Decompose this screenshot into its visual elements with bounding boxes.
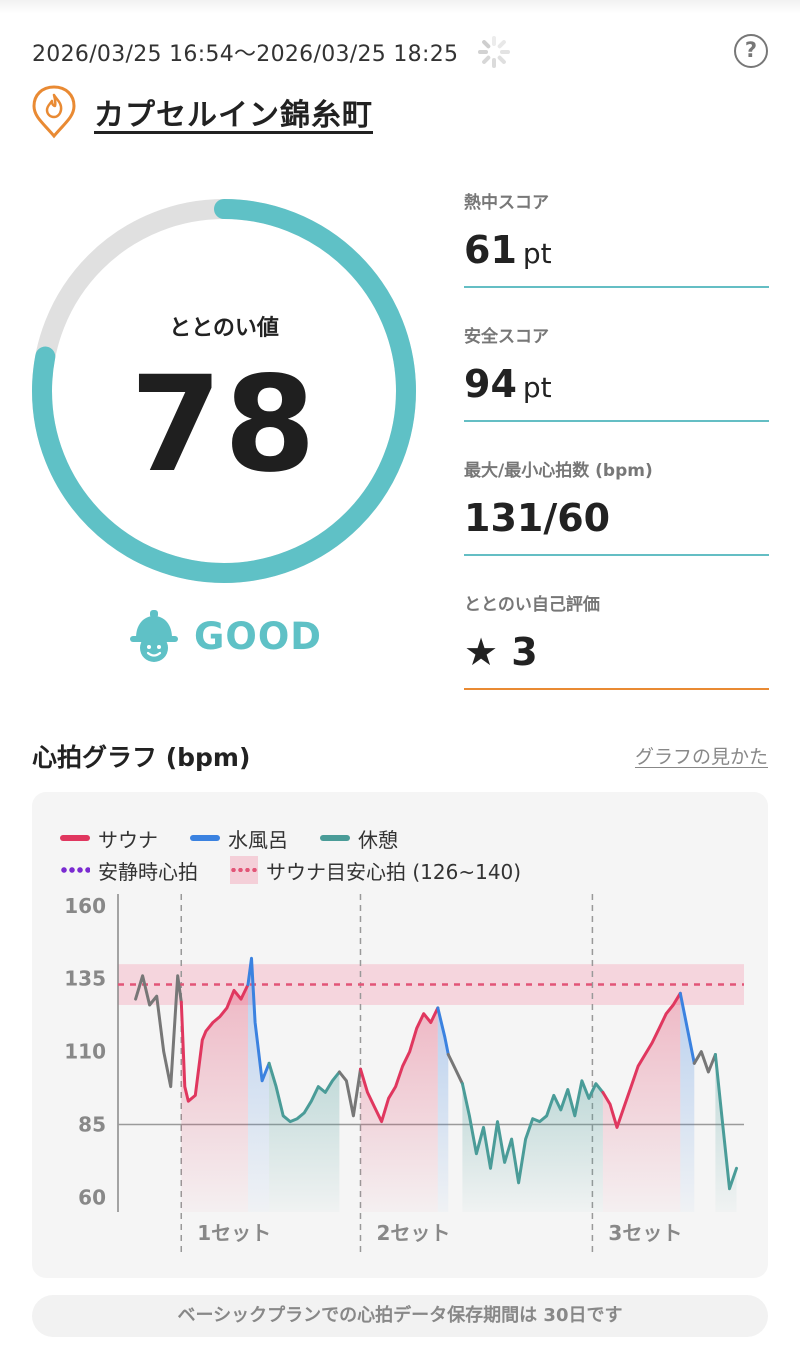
stats-panel: 熱中スコア 61 pt 安全スコア 94 pt 最大/最小心拍数 (bpm) 131… <box>464 180 769 716</box>
series-line-rest <box>713 1053 738 1191</box>
series-area-cold-bath <box>437 1007 449 1212</box>
series-area-rest <box>715 1054 737 1212</box>
series-area-sauna <box>181 984 248 1212</box>
stat-value: 131/60 <box>464 496 611 540</box>
set-label: 2セット <box>376 1221 450 1245</box>
loading-spinner-icon <box>476 34 512 70</box>
legend-rest: 休憩 <box>320 824 398 853</box>
score-value: 78 <box>130 348 318 502</box>
y-tick-label: 110 <box>64 1040 106 1064</box>
series-line-cold-bath <box>246 956 271 1083</box>
series-line-rest <box>460 1079 605 1185</box>
totonoi-gauge <box>32 199 416 583</box>
legend-sauna: サウナ <box>60 824 158 853</box>
rating-badge: GOOD <box>128 604 322 668</box>
help-button[interactable]: ? <box>734 34 768 68</box>
score-label: ととのい値 <box>169 316 279 341</box>
series-line-other <box>446 1053 464 1086</box>
legend-resting-hr: 安静時心拍 <box>60 856 198 885</box>
venue-name-link[interactable]: カプセルイン錦糸町 <box>94 98 373 133</box>
y-tick-label: 160 <box>64 894 106 918</box>
legend-target-zone: サウナ目安心拍 (126~140) <box>230 856 521 885</box>
stat-value: 94 pt <box>464 362 552 406</box>
session-header: 2026/03/25 16:54～2026/03/25 18:25 ? <box>32 32 768 72</box>
series-line-sauna <box>601 991 682 1129</box>
y-tick-label: 135 <box>64 967 106 991</box>
rating-text: GOOD <box>194 614 322 658</box>
series-line-other <box>134 974 183 1089</box>
stat-divider <box>464 420 769 422</box>
set-label: 3セット <box>608 1221 682 1245</box>
series-area-cold-bath <box>248 958 270 1212</box>
stat-divider <box>464 554 769 556</box>
stat-self-rating[interactable]: ととのい自己評価 ★ 3 <box>464 582 769 716</box>
series-line-other <box>692 1050 717 1074</box>
series-area-rest <box>462 1080 603 1212</box>
y-tick-label: 60 <box>78 1185 106 1209</box>
series-area-rest <box>269 1063 340 1212</box>
set-label: 1セット <box>197 1221 271 1245</box>
stat-divider <box>464 688 769 690</box>
stat-value: ★ 3 <box>464 630 538 674</box>
series-area-sauna <box>360 1007 438 1212</box>
stat-safety-score: 安全スコア 94 pt <box>464 314 769 448</box>
heart-rate-chart-card: サウナ 水風呂 休憩 安静時心拍 サウナ目安心拍 (126~140) 160 13… <box>32 792 768 1278</box>
series-line-sauna <box>179 983 250 1103</box>
stat-divider <box>464 286 769 288</box>
gauge-progress <box>32 199 416 583</box>
sauna-flame-pin-icon <box>32 85 76 139</box>
stat-label: 最大/最小心拍数 (bpm) <box>464 461 653 481</box>
series-line-cold-bath <box>678 991 696 1065</box>
stat-heat-score: 熱中スコア 61 pt <box>464 180 769 314</box>
y-tick-label: 85 <box>78 1113 106 1137</box>
series-line-cold-bath <box>436 1006 450 1056</box>
series-line-sauna <box>359 1006 440 1124</box>
graph-help-link[interactable]: グラフの見かた <box>634 746 768 768</box>
chart-legend: サウナ 水風呂 休憩 安静時心拍 サウナ目安心拍 (126~140) <box>60 822 553 886</box>
legend-cold-bath: 水風呂 <box>190 824 288 853</box>
session-datetime: 2026/03/25 16:54～2026/03/25 18:25 <box>32 42 459 67</box>
series-line-other <box>337 1067 362 1118</box>
stat-label: 熱中スコア <box>464 193 549 213</box>
series-area-sauna <box>602 993 681 1212</box>
stat-heart-rate-range: 最大/最小心拍数 (bpm) 131/60 <box>464 448 769 582</box>
top-shadow <box>0 0 800 14</box>
smiling-sauna-hat-icon <box>130 610 178 662</box>
venue: カプセルイン錦糸町 <box>30 84 373 140</box>
storage-period-note: ベーシックプランでの心拍データ保存期間は 30日です <box>32 1295 768 1337</box>
stat-label: 安全スコア <box>464 327 549 347</box>
stat-value: 61 pt <box>464 228 552 272</box>
graph-title: 心拍グラフ (bpm) <box>32 743 251 772</box>
series-line-rest <box>267 1061 341 1124</box>
stat-label: ととのい自己評価 <box>464 595 600 615</box>
heart-rate-chart: 160 135 110 85 60 1セット 2セット 3セット <box>64 894 744 1252</box>
